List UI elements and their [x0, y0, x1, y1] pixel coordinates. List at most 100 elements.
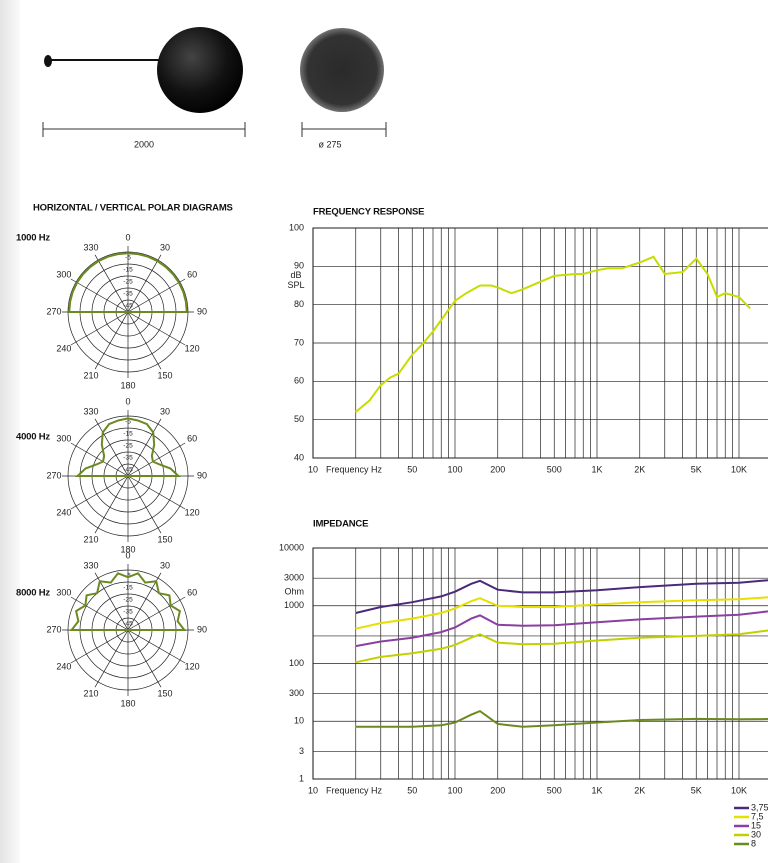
spoke: [127, 278, 186, 313]
x-tick-label: 2K: [634, 785, 645, 795]
angle-label: 150: [157, 534, 172, 544]
diameter-label: ø 275: [318, 139, 341, 149]
spoke: [127, 442, 186, 477]
angle-label: 150: [157, 370, 172, 380]
polar-curve: [68, 252, 188, 313]
legend-label: 15: [751, 820, 761, 830]
spoke: [70, 442, 129, 477]
chart-title: IMPEDANCE: [313, 519, 368, 530]
polar-heading: HORIZONTAL / VERTICAL POLAR DIAGRAMS: [33, 203, 233, 214]
x-tick-label: 200: [490, 785, 505, 795]
ring-label: -5: [125, 255, 131, 262]
angle-label: 180: [120, 544, 135, 554]
polar-curve: [69, 572, 187, 631]
ring-label: -25: [123, 597, 133, 604]
spoke: [70, 475, 129, 510]
x-axis-label: Frequency Hz: [326, 464, 383, 474]
spoke: [127, 254, 162, 313]
angle-label: 330: [83, 560, 98, 570]
x-tick-label: 1K: [591, 785, 602, 795]
y-tick-label: 3000: [284, 573, 304, 583]
angle-label: 90: [197, 624, 207, 634]
angle-label: 180: [120, 380, 135, 390]
y-axis-label: Ohm: [284, 586, 304, 596]
ring-label: -15: [123, 585, 133, 592]
angle-label: 30: [160, 406, 170, 416]
y-tick-label: 40: [294, 452, 304, 462]
spoke: [127, 629, 162, 688]
angle-label: 90: [197, 306, 207, 316]
series-line: [355, 610, 768, 648]
ring-label: -15: [123, 267, 133, 274]
spoke: [70, 278, 129, 313]
angle-label: 60: [187, 587, 197, 597]
ring-label: -45: [123, 303, 133, 310]
x-tick-label: 10K: [731, 464, 747, 474]
y-axis-label: dB SPL: [287, 270, 305, 290]
spoke: [70, 629, 129, 664]
ring-label: -35: [123, 455, 133, 462]
x-tick-label: 2K: [634, 464, 645, 474]
speaker-side: [44, 27, 243, 113]
y-tick-label: 1000: [284, 600, 304, 610]
y-tick-label: 10: [294, 716, 304, 726]
spoke: [94, 418, 129, 477]
polar-title: 8000 Hz: [16, 588, 50, 599]
ring-label: -25: [123, 443, 133, 450]
x-tick-label: 10: [308, 464, 318, 474]
y-tick-label: 70: [294, 337, 304, 347]
angle-label: 270: [46, 624, 61, 634]
angle-label: 330: [83, 242, 98, 252]
spoke: [127, 629, 186, 664]
y-tick-label: 50: [294, 414, 304, 424]
legend-label: 3,75: [751, 802, 768, 812]
ring-label: -25: [123, 279, 133, 286]
spoke: [94, 311, 129, 370]
polar-title: 4000 Hz: [16, 432, 50, 443]
x-tick-label: 10: [308, 785, 318, 795]
x-tick-label: 5K: [691, 785, 702, 795]
spoke: [127, 475, 162, 534]
spoke: [94, 629, 129, 688]
x-axis-label: Frequency Hz: [326, 785, 383, 795]
x-tick-label: 1K: [591, 464, 602, 474]
angle-label: 300: [56, 433, 71, 443]
angle-label: 0: [125, 232, 130, 242]
ring-label: -35: [123, 609, 133, 616]
angle-label: 210: [83, 534, 98, 544]
angle-label: 300: [56, 587, 71, 597]
x-tick-label: 10K: [731, 785, 747, 795]
spoke: [127, 596, 186, 631]
y-tick-label: 100: [289, 658, 304, 668]
series-line: [355, 579, 768, 614]
spoke: [127, 311, 186, 346]
y-tick-label: 10000: [279, 542, 304, 552]
spoke: [127, 475, 186, 510]
ring-label: -45: [123, 621, 133, 628]
angle-label: 60: [187, 433, 197, 443]
angle-label: 60: [187, 269, 197, 279]
y-tick-label: 3: [299, 746, 304, 756]
x-tick-label: 500: [547, 464, 562, 474]
spoke: [70, 311, 129, 346]
x-tick-label: 100: [447, 464, 462, 474]
chart-title: FREQUENCY RESPONSE: [313, 207, 424, 218]
y-tick-label: 80: [294, 299, 304, 309]
angle-label: 180: [120, 698, 135, 708]
polar-title: 1000 Hz: [16, 233, 50, 244]
spoke: [94, 475, 129, 534]
angle-label: 270: [46, 470, 61, 480]
ring-label: -35: [123, 291, 133, 298]
length-label: 2000: [134, 139, 154, 149]
x-tick-label: 100: [447, 785, 462, 795]
y-tick-label: 100: [289, 222, 304, 232]
polar-curve: [75, 417, 181, 477]
x-tick-label: 200: [490, 464, 505, 474]
x-tick-label: 500: [547, 785, 562, 795]
angle-label: 150: [157, 688, 172, 698]
angle-label: 270: [46, 306, 61, 316]
x-tick-label: 50: [407, 464, 417, 474]
spoke: [94, 254, 129, 313]
